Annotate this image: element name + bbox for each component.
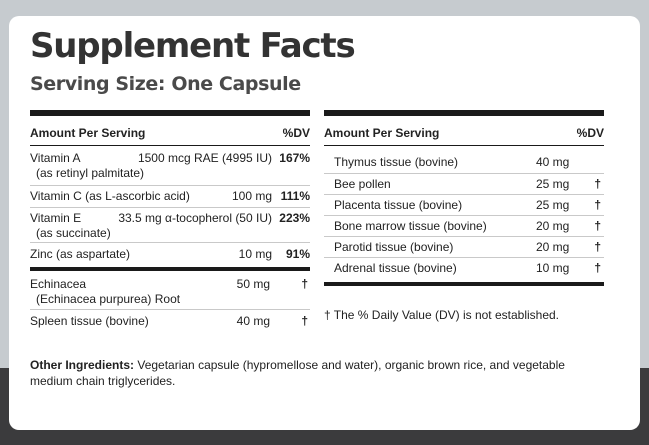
dagger-mark: †: [594, 198, 601, 212]
dv-header: %DV: [576, 126, 604, 140]
ingredient-name: Adrenal tissue (bovine): [334, 261, 457, 275]
nutrient-dv: 91%: [285, 247, 310, 261]
ingredient-amount: 50 mg: [236, 277, 270, 291]
nutrient-name: Vitamin C (as L-ascorbic acid): [30, 189, 190, 203]
dagger-mark: †: [594, 177, 601, 191]
nutrient-name: Vitamin A: [30, 151, 81, 165]
top-rule: [324, 110, 604, 116]
dv-footnote: † The % Daily Value (DV) is not establis…: [324, 308, 560, 322]
right-table-body: Thymus tissue (bovine) 40 mg Bee pollen 25 …: [324, 146, 604, 280]
table-header: Amount Per Serving %DV: [30, 116, 310, 146]
bottom-rule: [324, 282, 604, 286]
nutrient-amount: 10 mg: [238, 247, 272, 261]
dagger-mark: †: [594, 240, 601, 254]
ingredient-name: Echinacea: [30, 277, 87, 291]
left-nutrient-table: Amount Per Serving %DV Vitamin A (as ret…: [30, 110, 310, 332]
panel-title: Supplement Facts: [30, 26, 356, 66]
ingredient-amount: 20 mg: [536, 219, 570, 233]
other-ingredients-text: Vegetarian capsule (hypromellose and wat…: [30, 358, 565, 388]
ingredient-amount: 10 mg: [536, 261, 570, 275]
dagger-mark: †: [301, 314, 308, 328]
nutrient-source: (as retinyl palmitate): [36, 166, 145, 180]
table-row: Thymus tissue (bovine) 40 mg: [324, 146, 604, 174]
ingredient-amount: 25 mg: [536, 177, 570, 191]
table-row: Bone marrow tissue (bovine) 20 mg †: [324, 216, 604, 237]
nutrient-amount: 100 mg: [231, 189, 272, 203]
table-row: Spleen tissue (bovine) 40 mg †: [30, 310, 310, 332]
nutrient-name: Zinc (as aspartate): [30, 247, 131, 261]
table-header: Amount Per Serving %DV: [324, 116, 604, 146]
ingredient-source: (Echinacea purpurea) Root: [36, 292, 181, 306]
nutrient-source: (as succinate): [36, 226, 111, 240]
table-row: Echinacea (Echinacea purpurea) Root 50 m…: [30, 271, 310, 310]
serving-size: Serving Size: One Capsule: [30, 73, 301, 95]
ingredient-amount: 40 mg: [236, 314, 270, 328]
ingredient-name: Spleen tissue (bovine): [30, 314, 149, 328]
ingredient-name: Bone marrow tissue (bovine): [334, 219, 487, 233]
ingredient-name: Parotid tissue (bovine): [334, 240, 454, 254]
dagger-mark: †: [594, 219, 601, 233]
top-rule: [30, 110, 310, 116]
dv-header: %DV: [282, 126, 310, 140]
other-ingredients-label: Other Ingredients:: [30, 358, 135, 372]
table-row: Vitamin C (as L-ascorbic acid) 100 mg 11…: [30, 186, 310, 208]
supplement-facts-card: [9, 16, 640, 430]
amount-per-serving-header: Amount Per Serving: [324, 126, 440, 140]
ingredient-name: Thymus tissue (bovine): [334, 155, 459, 169]
table-row: Placenta tissue (bovine) 25 mg †: [324, 195, 604, 216]
ingredient-amount: 25 mg: [536, 198, 570, 212]
nutrient-dv: 111%: [280, 189, 310, 203]
other-ingredients: Other Ingredients: Vegetarian capsule (h…: [30, 357, 610, 389]
table-row: Vitamin A (as retinyl palmitate) 1500 mc…: [30, 146, 310, 186]
amount-per-serving-header: Amount Per Serving: [30, 126, 146, 140]
table-row: Vitamin E (as succinate) 33.5 mg α-tocop…: [30, 208, 310, 243]
ingredient-amount: 20 mg: [536, 240, 570, 254]
nutrient-amount: 33.5 mg α-tocopherol (50 IU): [118, 211, 272, 225]
ingredient-amount: 40 mg: [536, 155, 570, 169]
nutrient-amount: 1500 mcg RAE (4995 IU): [137, 151, 272, 165]
table-row: Adrenal tissue (bovine) 10 mg †: [324, 258, 604, 280]
dagger-mark: †: [594, 261, 601, 275]
right-ingredient-table: Amount Per Serving %DV Thymus tissue (bo…: [324, 110, 604, 286]
ingredient-name: Placenta tissue (bovine): [334, 198, 463, 212]
nutrient-dv: 223%: [279, 211, 310, 225]
ingredient-name: Bee pollen: [334, 177, 391, 191]
nutrient-dv: 167%: [279, 151, 310, 165]
nutrient-name: Vitamin E: [30, 211, 82, 225]
table-row: Zinc (as aspartate) 10 mg 91%: [30, 243, 310, 267]
dagger-mark: †: [301, 277, 308, 291]
table-row: Parotid tissue (bovine) 20 mg †: [324, 237, 604, 258]
section-rule: [30, 267, 310, 271]
table-row: Bee pollen 25 mg †: [324, 174, 604, 195]
